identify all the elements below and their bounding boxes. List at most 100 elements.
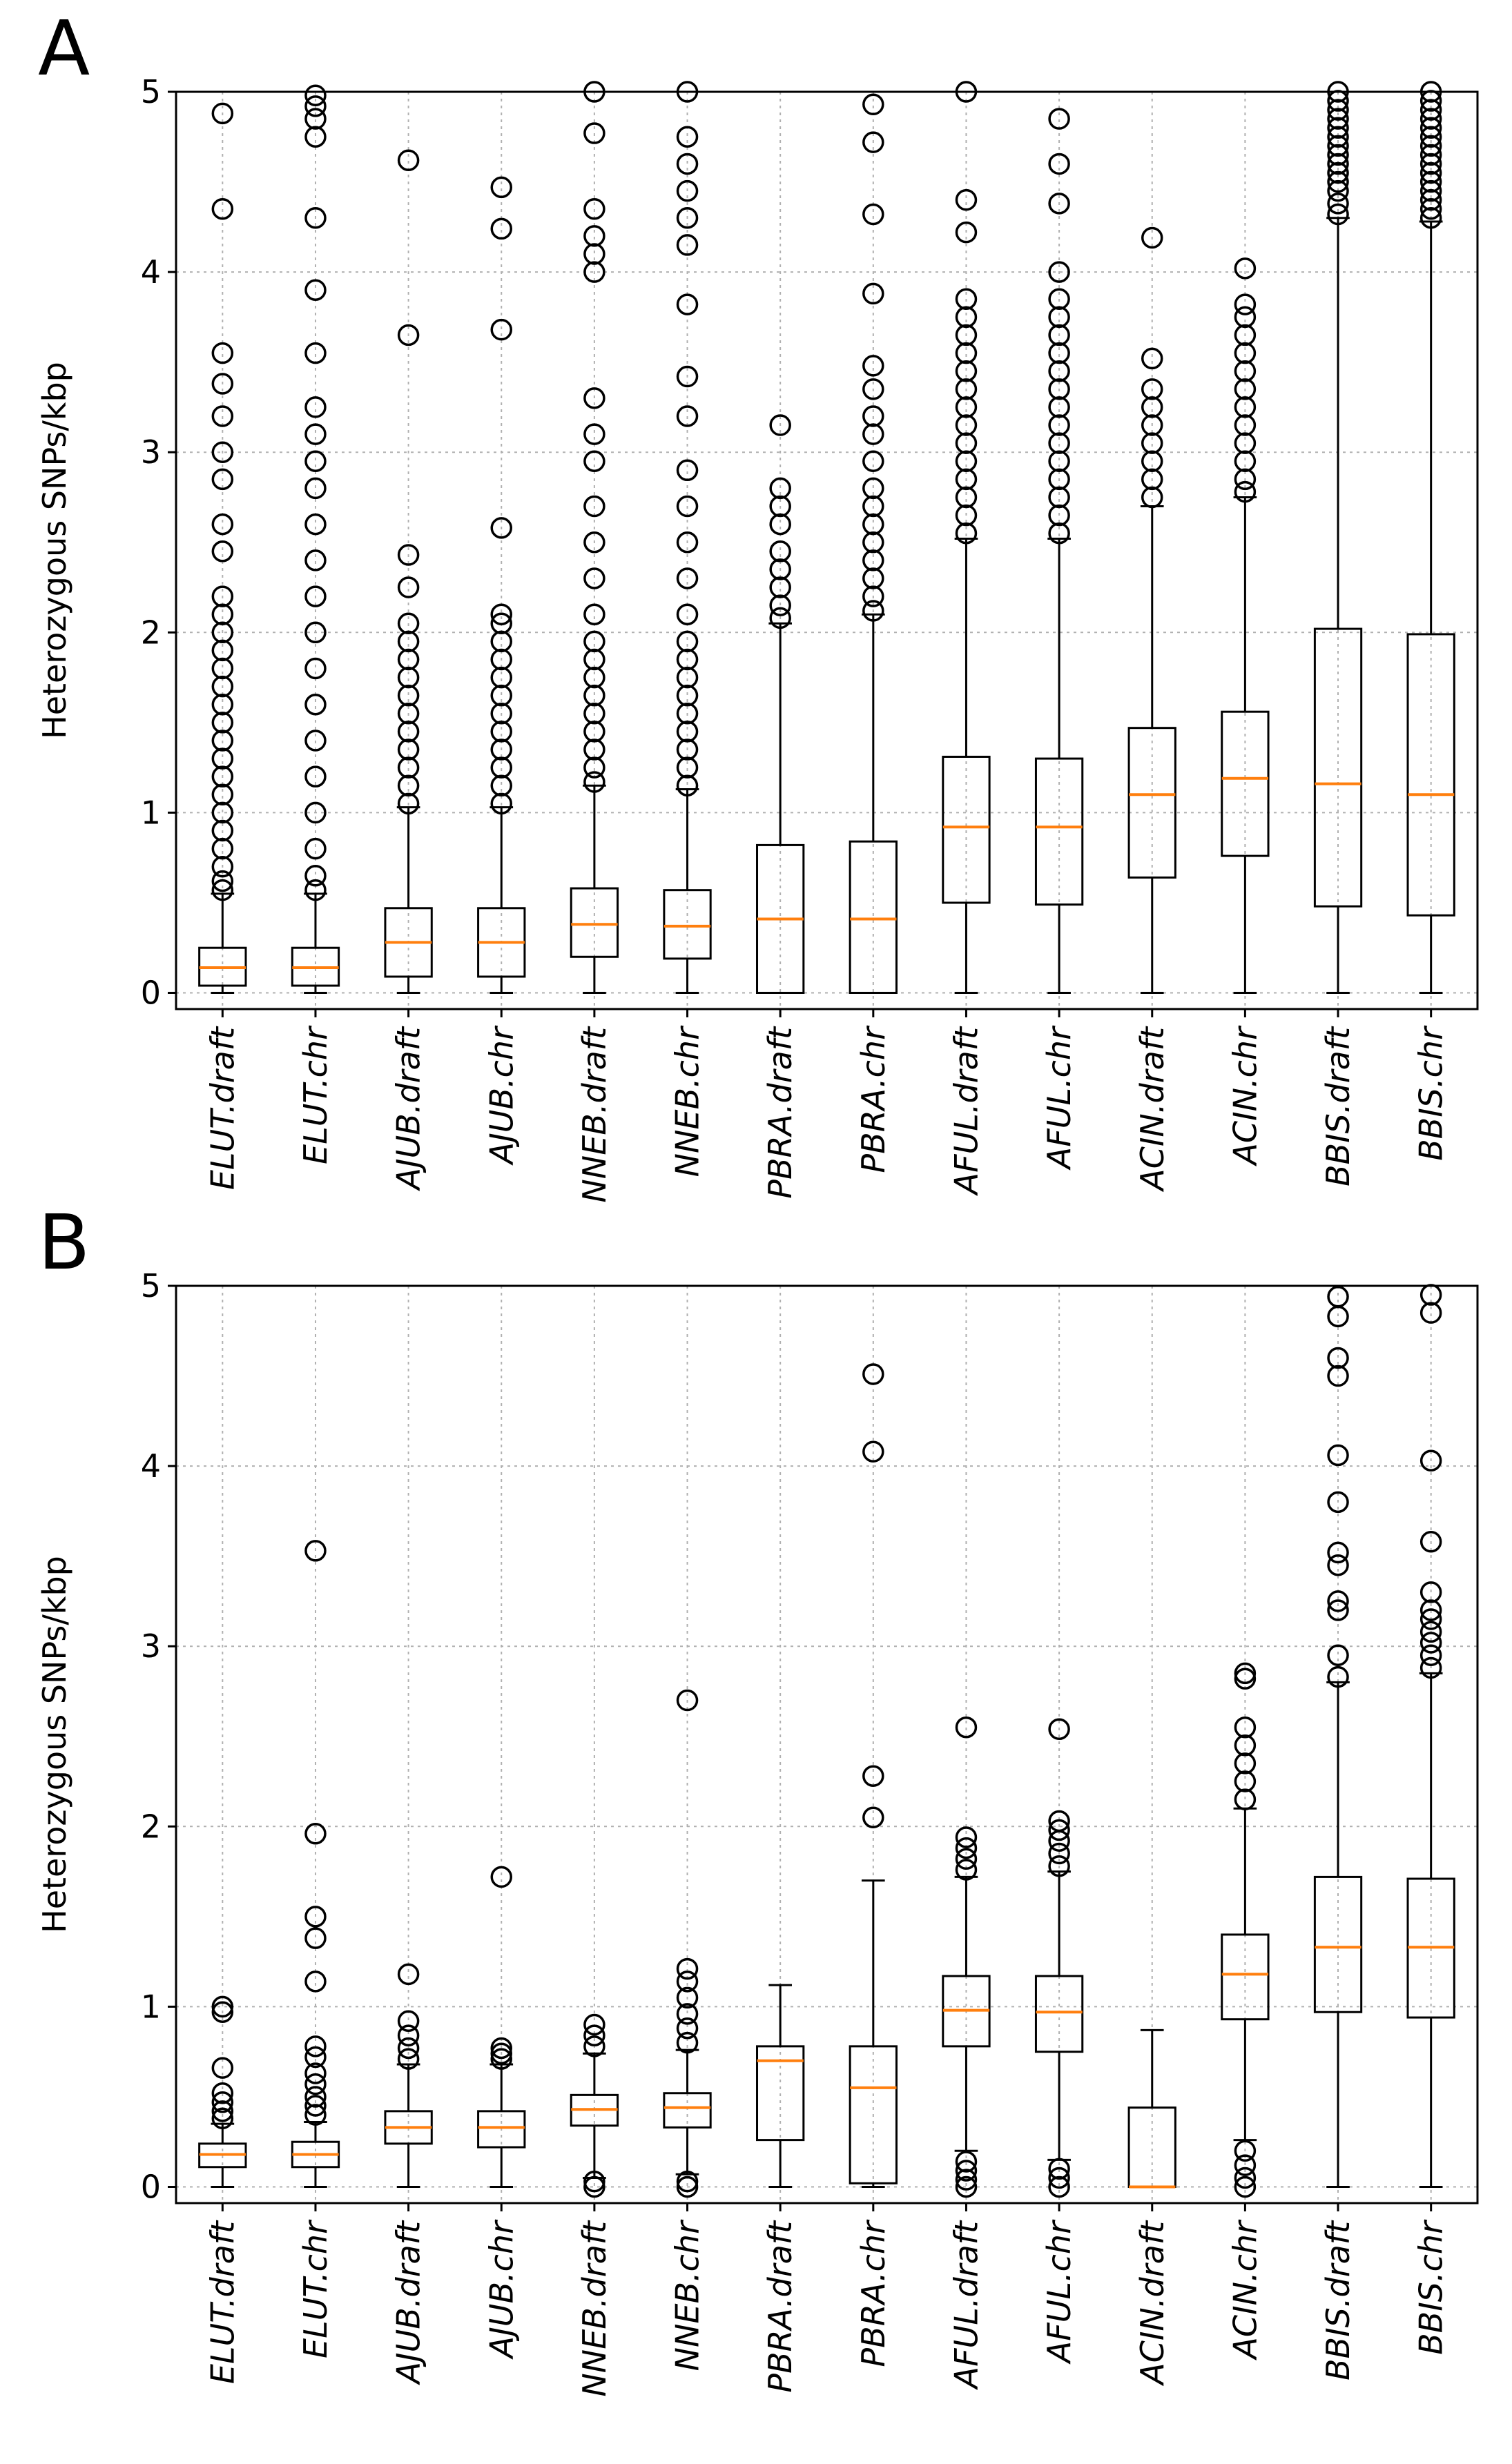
outlier-point	[1419, 126, 1442, 148]
outlier-point	[211, 693, 234, 716]
outlier-point	[304, 621, 327, 644]
outlier-point	[304, 1540, 327, 1562]
outlier-point	[397, 666, 420, 689]
outlier-point	[1234, 480, 1257, 503]
outlier-point	[676, 721, 699, 743]
iqr-box	[1034, 1975, 1084, 2053]
x-tick-label: BBIS.draft	[1319, 1026, 1357, 1186]
outlier-point	[397, 576, 420, 598]
outlier-point	[955, 522, 978, 545]
x-tick-label: NNEB.draft	[576, 2220, 613, 2397]
outlier-point	[583, 703, 605, 725]
outlier-point	[583, 771, 605, 793]
outlier-point	[769, 495, 791, 518]
outlier-point	[583, 567, 605, 589]
outlier-point	[1234, 342, 1257, 364]
outlier-point	[490, 2048, 512, 2070]
outlier-point	[1141, 414, 1163, 436]
box-NNEB.draft	[570, 81, 619, 995]
outlier-point	[304, 1927, 327, 1949]
outlier-point	[769, 540, 791, 563]
outlier-point	[1327, 1285, 1349, 1308]
outlier-point	[862, 1765, 884, 1787]
outlier-point	[862, 567, 884, 589]
outlier-point	[490, 648, 512, 671]
y-tick-label: 1	[141, 1988, 161, 2025]
outlier-point	[1419, 1608, 1442, 1630]
outlier-point	[1327, 144, 1349, 166]
outlier-point	[955, 468, 978, 491]
outlier-point	[955, 1826, 978, 1848]
outlier-point	[1141, 468, 1163, 491]
box-BBIS.draft	[1313, 1285, 1363, 2189]
outlier-point	[211, 819, 234, 842]
outlier-point	[211, 342, 234, 364]
box-PBRA.chr	[849, 1363, 898, 2189]
outlier-point	[583, 739, 605, 761]
outlier-point	[1419, 108, 1442, 130]
outlier-point	[490, 666, 512, 689]
axes-frame	[175, 1284, 1479, 2204]
y-tick-label: 5	[141, 1267, 161, 1304]
outlier-point	[1327, 126, 1349, 148]
outlier-point	[211, 1995, 234, 2018]
outlier-point	[955, 2175, 978, 2198]
box-ACIN.chr	[1221, 1662, 1270, 2198]
outlier-point	[1419, 1656, 1442, 1679]
outlier-point	[211, 621, 234, 644]
outlier-point	[676, 703, 699, 725]
outlier-point	[583, 2035, 605, 2057]
outlier-point	[1048, 396, 1070, 418]
outlier-point	[862, 282, 884, 305]
x-tick-label: AJUB.draft	[390, 2220, 427, 2385]
outlier-point	[397, 756, 420, 779]
outlier-point	[1419, 135, 1442, 157]
outlier-point	[1327, 193, 1349, 215]
outlier-point	[676, 495, 699, 518]
outlier-point	[1327, 162, 1349, 184]
outlier-point	[211, 730, 234, 752]
outlier-point	[304, 1822, 327, 1845]
outlier-point	[304, 865, 327, 887]
outlier-point	[304, 585, 327, 607]
outlier-point	[676, 153, 699, 175]
outlier-point	[955, 414, 978, 436]
box-PBRA.chr	[849, 93, 898, 995]
outlier-point	[1234, 1752, 1257, 1774]
outlier-point	[304, 342, 327, 364]
outlier-point	[955, 2151, 978, 2173]
outlier-point	[955, 486, 978, 509]
outlier-point	[955, 2160, 978, 2182]
outlier-point	[1234, 378, 1257, 400]
x-tick-label: BBIS.draft	[1319, 2220, 1357, 2380]
outlier-point	[1327, 1599, 1349, 1621]
outlier-point	[1234, 432, 1257, 454]
outlier-point	[1048, 414, 1070, 436]
outlier-point	[862, 531, 884, 554]
outlier-point	[490, 2037, 512, 2060]
outlier-point	[1419, 1449, 1442, 1472]
outlier-point	[490, 2042, 512, 2065]
outlier-point	[862, 1806, 884, 1828]
outlier-point	[1419, 153, 1442, 175]
outlier-point	[1419, 170, 1442, 193]
outlier-point	[1327, 108, 1349, 130]
outlier-point	[1048, 486, 1070, 509]
outlier-point	[769, 558, 791, 580]
box-ELUT.chr	[291, 84, 340, 995]
outlier-point	[583, 387, 605, 409]
outlier-point	[955, 432, 978, 454]
outlier-point	[1234, 1716, 1257, 1739]
outlier-point	[1234, 2154, 1257, 2176]
outlier-point	[304, 126, 327, 148]
x-tick-label: AJUB.draft	[390, 1026, 427, 1191]
outlier-point	[211, 468, 234, 491]
outlier-point	[769, 576, 791, 598]
outlier-point	[583, 225, 605, 247]
outlier-point	[1234, 2175, 1257, 2198]
iqr-box	[1127, 727, 1176, 879]
y-tick-label: 0	[141, 2169, 161, 2206]
iqr-box	[756, 2045, 805, 2142]
outlier-point	[1234, 1668, 1257, 1690]
